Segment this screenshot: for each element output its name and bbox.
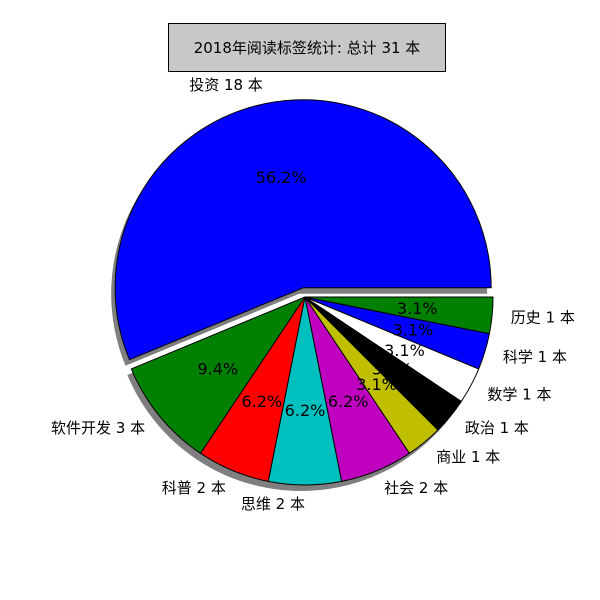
- pie-slice-category-label: 商业 1 本: [436, 448, 500, 466]
- pie-slice-pct-label: 3.1%: [393, 321, 434, 340]
- pie-slice-0: [114, 99, 492, 361]
- pie-slice-category-label: 社会 2 本: [384, 479, 448, 497]
- pie-slice-category-label: 思维 2 本: [241, 495, 305, 513]
- pie-slice-category-label: 政治 1 本: [465, 419, 529, 437]
- pie-slice-pct-label: 6.2%: [285, 401, 326, 420]
- chart-title: 2018年阅读标签统计: 总计 31 本: [168, 23, 446, 72]
- pie-slice-pct-label: 3.1%: [356, 375, 397, 394]
- pie-slice-pct-label: 6.2%: [242, 392, 283, 411]
- pie-slice-category-label: 数学 1 本: [487, 385, 551, 403]
- pie-slice-pct-label: 3.1%: [384, 341, 425, 360]
- pie-slice-category-label: 历史 1 本: [511, 308, 575, 326]
- pie-slice-pct-label: 3.1%: [372, 360, 413, 379]
- pie-slice-category-label: 投资 18 本: [189, 76, 263, 94]
- pie-slice-pct-label: 6.2%: [328, 392, 369, 411]
- pie-slice-pct-label: 9.4%: [197, 360, 238, 379]
- pie-slice-9: [304, 296, 494, 335]
- pie-slice-category-label: 软件开发 3 本: [51, 419, 145, 437]
- pie-slice-1: [130, 296, 306, 454]
- pie-slice-category-label: 科普 2 本: [162, 479, 226, 497]
- pie-slice-pct-label: 3.1%: [397, 299, 438, 318]
- pie-slice-pct-label: 56.2%: [256, 168, 307, 187]
- pie-slice-category-label: 科学 1 本: [503, 348, 567, 366]
